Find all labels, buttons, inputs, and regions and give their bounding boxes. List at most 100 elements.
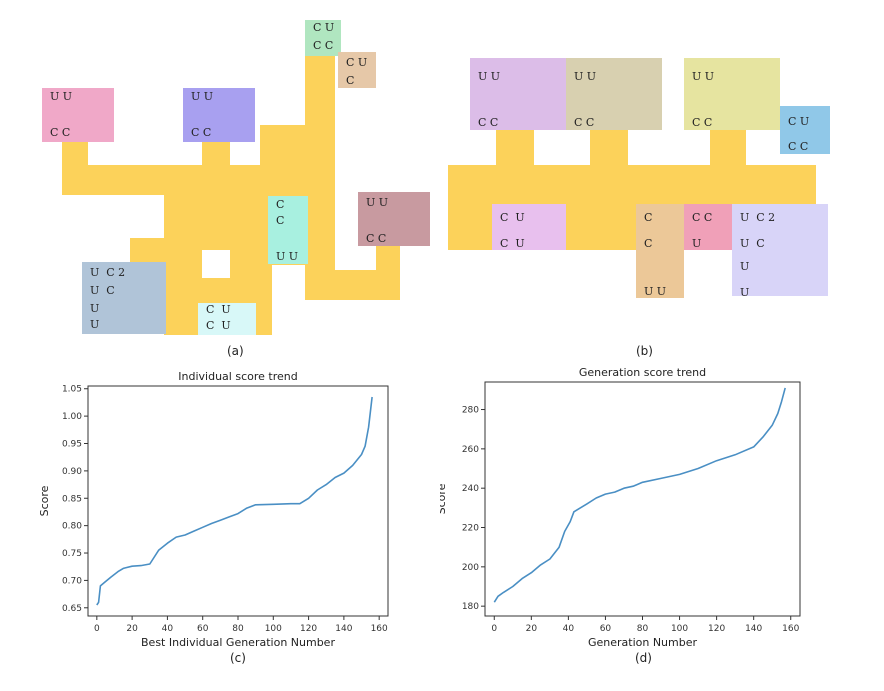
chart-c-xtick-label-5: 100 — [265, 624, 282, 634]
chart-d-ylabel: Score — [440, 483, 448, 514]
layout-a-room-1-label-1: C C — [191, 126, 211, 139]
layout-a-room-6-label-0: U C 2 — [90, 266, 125, 279]
chart-d-xtick-label-1: 20 — [526, 624, 538, 634]
layout-a-room-2-label-0: C U — [313, 21, 334, 34]
layout-a-room-6-label-3: U — [90, 318, 99, 331]
chart-d-xtick-label-3: 60 — [600, 624, 612, 634]
layout-b-room-5 — [636, 204, 684, 298]
chart-d-xtick-label-2: 40 — [563, 624, 575, 634]
layout-b-room-5-label-0: C — [644, 211, 652, 224]
layout-b-room-6 — [684, 204, 732, 250]
chart-d-xtick-label-5: 100 — [671, 624, 688, 634]
layout-a-room-0 — [42, 88, 114, 142]
layout-b-room-5-label-2: U U — [644, 285, 666, 298]
layout-a-room-0-label-1: C C — [50, 126, 70, 139]
layout-b-room-4-label-1: C U — [500, 237, 525, 250]
layout-a-room-4 — [268, 196, 308, 264]
layout-a-room-4-label-2: U U — [276, 250, 298, 263]
chart-c-ylabel: Score — [38, 485, 51, 516]
layout-b-room-0-label-0: U U — [478, 70, 500, 83]
layout-b-room-0 — [470, 58, 566, 130]
layout-a-room-7-label-0: C U — [206, 303, 231, 316]
layout-b-room-7-label-2: U — [740, 260, 749, 273]
chart-c-ytick-label-1: 0.70 — [62, 576, 82, 586]
chart-d-xtick-label-4: 80 — [637, 624, 649, 634]
chart-d-series-line — [493, 387, 786, 603]
chart-d-xtick-label-0: 0 — [491, 624, 497, 634]
layout-a-room-2 — [305, 20, 341, 56]
layout-a-room-5-label-1: C C — [366, 232, 386, 245]
layout-b-room-1-label-0: U U — [574, 70, 596, 83]
layout-b-room-3-label-1: C C — [788, 140, 808, 153]
chart-d-xlabel: Generation Number — [588, 636, 698, 649]
layout-a-room-3-label-1: C — [346, 74, 354, 87]
layout-b-room-4 — [492, 204, 566, 250]
layout-a-room-1 — [183, 88, 255, 142]
layout-b-room-0-label-1: C C — [478, 116, 498, 129]
chart-c-ytick-label-7: 1.00 — [62, 412, 82, 422]
layout-b-room-2-label-1: C C — [692, 116, 712, 129]
chart-d-ytick-label-1: 200 — [462, 563, 479, 573]
layout-b-room-6-label-0: C C — [692, 211, 712, 224]
chart-d-xtick-label-6: 120 — [708, 624, 725, 634]
caption-a: (a) — [227, 344, 244, 358]
chart-d-ytick-label-4: 260 — [462, 445, 479, 455]
chart-c-ytick-label-5: 0.90 — [62, 467, 82, 477]
layout-a-room-6-label-2: U — [90, 302, 99, 315]
chart-c-ytick-label-8: 1.05 — [62, 385, 82, 395]
chart-c-title: Individual score trend — [178, 370, 297, 383]
chart-individual-score: 0 20 40 60 80 100 120 140 160 0.65 0.70 0.75 0.80 0.8… — [38, 370, 389, 649]
caption-d: (d) — [635, 651, 652, 665]
chart-c-xtick-label-4: 80 — [232, 624, 244, 634]
chart-d-ytick-label-0: 180 — [462, 602, 479, 612]
chart-c-xlabel: Best Individual Generation Number — [141, 636, 335, 649]
layout-b-room-1-label-1: C C — [574, 116, 594, 129]
chart-d-xtick-label-7: 140 — [745, 624, 762, 634]
layout-a-room-6-label-1: U C — [90, 284, 115, 297]
chart-c-xtick-label-0: 0 — [94, 624, 100, 634]
layout-b-room-4-label-0: C U — [500, 211, 525, 224]
chart-c-ytick-label-4: 0.85 — [62, 494, 82, 504]
chart-d-ytick-label-3: 240 — [462, 484, 479, 494]
layout-b-room-7-label-1: U C — [740, 237, 765, 250]
chart-c-xtick-label-1: 20 — [126, 624, 138, 634]
layout-b-room-5-label-1: C — [644, 237, 652, 250]
layout-a-room-6 — [82, 262, 166, 334]
layout-a-room-4-label-0: C — [276, 198, 284, 211]
layout-b-room-7-label-0: U C 2 — [740, 211, 775, 224]
layout-b-room-3 — [780, 106, 830, 154]
chart-c-axes-frame — [87, 385, 389, 617]
layout-b-room-1 — [566, 58, 662, 130]
chart-generation-score: 0 20 40 60 80 100 120 140 160 180 200 220 240 260 280 G… — [440, 366, 801, 649]
chart-c-ytick-label-3: 0.80 — [62, 522, 82, 532]
caption-b: (b) — [636, 344, 653, 358]
chart-c-xtick-label-6: 120 — [300, 624, 317, 634]
chart-c-ytick-label-2: 0.75 — [62, 549, 82, 559]
chart-c-ytick-label-0: 0.65 — [62, 604, 82, 614]
layout-a-room-2-label-1: C C — [313, 39, 333, 52]
layout-a-room-5-label-0: U U — [366, 196, 388, 209]
chart-c-xtick-label-2: 40 — [162, 624, 174, 634]
chart-c-xtick-label-7: 140 — [335, 624, 352, 634]
layout-a-room-5 — [358, 192, 430, 246]
layout-a-void — [202, 250, 230, 278]
caption-c: (c) — [230, 651, 246, 665]
chart-d-ytick-label-5: 280 — [462, 406, 479, 416]
layout-b-room-7-label-3: U — [740, 286, 749, 299]
chart-d-axes-frame — [484, 381, 801, 617]
layout-a-room-1-label-0: U U — [191, 90, 213, 103]
layout-b-room-2 — [684, 58, 780, 130]
layout-a-room-3-label-0: C U — [346, 56, 367, 69]
layout-b-room-7 — [732, 204, 828, 296]
chart-d-xtick-label-8: 160 — [782, 624, 799, 634]
layout-a-room-4-label-1: C — [276, 214, 284, 227]
chart-d-title: Generation score trend — [579, 366, 706, 379]
layout-a-room-3 — [338, 52, 376, 88]
layout-b-room-3-label-0: C U — [788, 115, 809, 128]
chart-d-ytick-label-2: 220 — [462, 524, 479, 534]
chart-c-ytick-label-6: 0.95 — [62, 440, 82, 450]
